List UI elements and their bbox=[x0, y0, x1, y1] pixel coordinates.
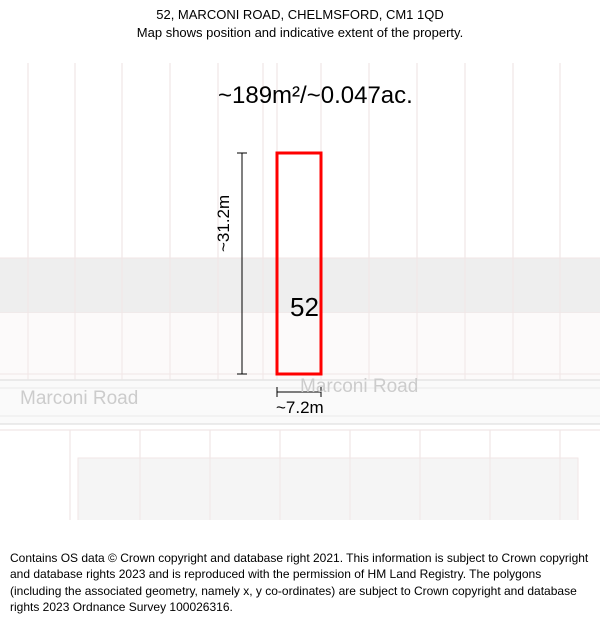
road-label-left: Marconi Road bbox=[20, 388, 138, 410]
width-dim-label: ~7.2m bbox=[276, 398, 324, 418]
house-number: 52 bbox=[290, 292, 319, 323]
header: 52, MARCONI ROAD, CHELMSFORD, CM1 1QD Ma… bbox=[0, 0, 600, 45]
address-line: 52, MARCONI ROAD, CHELMSFORD, CM1 1QD bbox=[10, 6, 590, 24]
road-label-right: Marconi Road bbox=[300, 376, 418, 398]
map-area: ~189m²/~0.047ac. 52 ~31.2m ~7.2m Marconi… bbox=[0, 48, 600, 520]
footer: Contains OS data © Crown copyright and d… bbox=[0, 544, 600, 625]
height-dim-label: ~31.2m bbox=[214, 195, 234, 252]
area-label: ~189m²/~0.047ac. bbox=[218, 82, 413, 110]
footer-text: Contains OS data © Crown copyright and d… bbox=[10, 551, 588, 614]
map-svg bbox=[0, 48, 600, 520]
caption-line: Map shows position and indicative extent… bbox=[10, 24, 590, 42]
